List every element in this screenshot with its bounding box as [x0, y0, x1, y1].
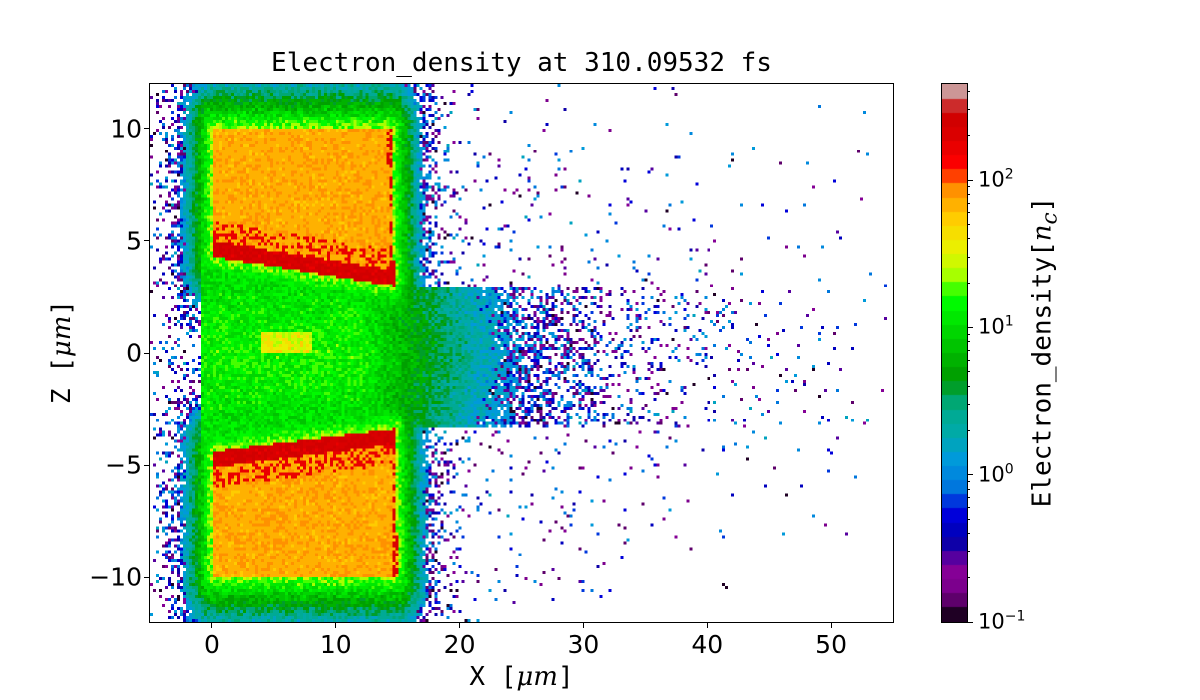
- colorbar-tick-exponent: 2: [1004, 166, 1014, 183]
- y-axis-label: Z [μm]: [47, 300, 77, 404]
- x-tick-mark: [830, 622, 832, 628]
- colorbar-minor-tick: [967, 193, 970, 195]
- colorbar-minor-tick: [967, 385, 970, 387]
- y-tick-mark: [144, 576, 150, 578]
- y-tick-mark: [144, 352, 150, 354]
- colorbar: [942, 84, 967, 622]
- colorbar-tick-base: 10: [978, 314, 1005, 339]
- x-tick-label: 50: [815, 630, 847, 659]
- x-axis-label: X [μm]: [150, 662, 893, 692]
- y-axis-label-unit: μm: [47, 315, 77, 358]
- y-tick-label: 10: [110, 114, 142, 144]
- x-axis-label-text: X [: [469, 662, 517, 692]
- colorbar-minor-tick: [967, 403, 970, 405]
- heatmap-image: [150, 84, 893, 622]
- colorbar-minor-tick: [967, 497, 970, 499]
- colorbar-minor-tick: [967, 333, 970, 335]
- colorbar-minor-tick: [967, 532, 970, 534]
- colorbar-minor-tick: [967, 341, 970, 343]
- colorbar-minor-tick: [967, 238, 970, 240]
- x-tick-mark: [582, 622, 584, 628]
- colorbar-minor-tick: [967, 349, 970, 351]
- x-tick-label: 20: [443, 630, 476, 659]
- colorbar-tick-label: 10−1: [978, 608, 1025, 633]
- x-axis-label-unit: μm: [516, 662, 558, 692]
- colorbar-unit-close: ]: [1027, 196, 1058, 213]
- colorbar-minor-tick: [967, 551, 970, 553]
- colorbar-minor-tick: [967, 135, 970, 137]
- y-axis-label-close: ]: [47, 299, 77, 316]
- y-axis-label-text: Z [: [47, 357, 77, 405]
- colorbar-tick-label: 101: [978, 314, 1014, 339]
- colorbar-tick-label: 102: [978, 166, 1014, 191]
- x-tick-label: 40: [691, 630, 724, 659]
- y-tick-mark: [144, 128, 150, 130]
- x-tick-label: 30: [567, 630, 600, 659]
- y-tick-label: 5: [126, 226, 142, 256]
- x-tick-mark: [706, 622, 708, 628]
- colorbar-minor-tick: [967, 429, 970, 431]
- colorbar-minor-tick: [967, 359, 970, 361]
- colorbar-minor-tick: [967, 518, 970, 520]
- colorbar-label-text: Electron_density[: [1027, 241, 1058, 508]
- colorbar-tick-exponent: 0: [1004, 460, 1014, 477]
- x-tick-mark: [211, 622, 213, 628]
- colorbar-minor-tick: [967, 212, 970, 214]
- colorbar-tick-mark: [967, 326, 973, 328]
- colorbar-tick-exponent: −1: [1004, 608, 1026, 625]
- x-tick-mark: [459, 622, 461, 628]
- colorbar-unit: n: [1027, 224, 1058, 242]
- colorbar-tick-mark: [967, 179, 973, 181]
- y-tick-label: 0: [126, 338, 142, 368]
- colorbar-label: Electron_density[nc]: [1027, 197, 1062, 508]
- colorbar-minor-tick: [967, 506, 970, 508]
- y-tick-label: −10: [89, 562, 142, 592]
- colorbar-minor-tick: [967, 480, 970, 482]
- x-tick-label: 0: [203, 630, 220, 659]
- colorbar-tick-mark: [967, 621, 973, 623]
- colorbar-minor-tick: [967, 186, 970, 188]
- colorbar-tick-base: 10: [978, 167, 1005, 192]
- colorbar-unit-sub: c: [1037, 212, 1063, 225]
- colorbar-tick-base: 10: [978, 461, 1005, 486]
- colorbar-minor-tick: [967, 202, 970, 204]
- y-tick-mark: [144, 240, 150, 242]
- colorbar-minor-tick: [967, 577, 970, 579]
- colorbar-tick-mark: [967, 474, 973, 476]
- colorbar-minor-tick: [967, 109, 970, 111]
- y-tick-label: −5: [105, 450, 142, 480]
- x-tick-label: 10: [319, 630, 352, 659]
- colorbar-minor-tick: [967, 371, 970, 373]
- colorbar-tick-base: 10: [978, 609, 1005, 634]
- colorbar-minor-tick: [967, 224, 970, 226]
- colorbar-tick-exponent: 1: [1004, 313, 1014, 330]
- colorbar-frame: [941, 83, 968, 623]
- y-tick-mark: [144, 464, 150, 466]
- colorbar-tick-label: 100: [978, 461, 1014, 486]
- x-tick-mark: [335, 622, 337, 628]
- colorbar-minor-tick: [967, 91, 970, 93]
- colorbar-minor-tick: [967, 256, 970, 258]
- x-axis-label-close: ]: [557, 662, 574, 692]
- plot-area: [150, 84, 893, 622]
- colorbar-minor-tick: [967, 488, 970, 490]
- chart-title: Electron_density at 310.09532 fs: [271, 48, 772, 78]
- colorbar-minor-tick: [967, 282, 970, 284]
